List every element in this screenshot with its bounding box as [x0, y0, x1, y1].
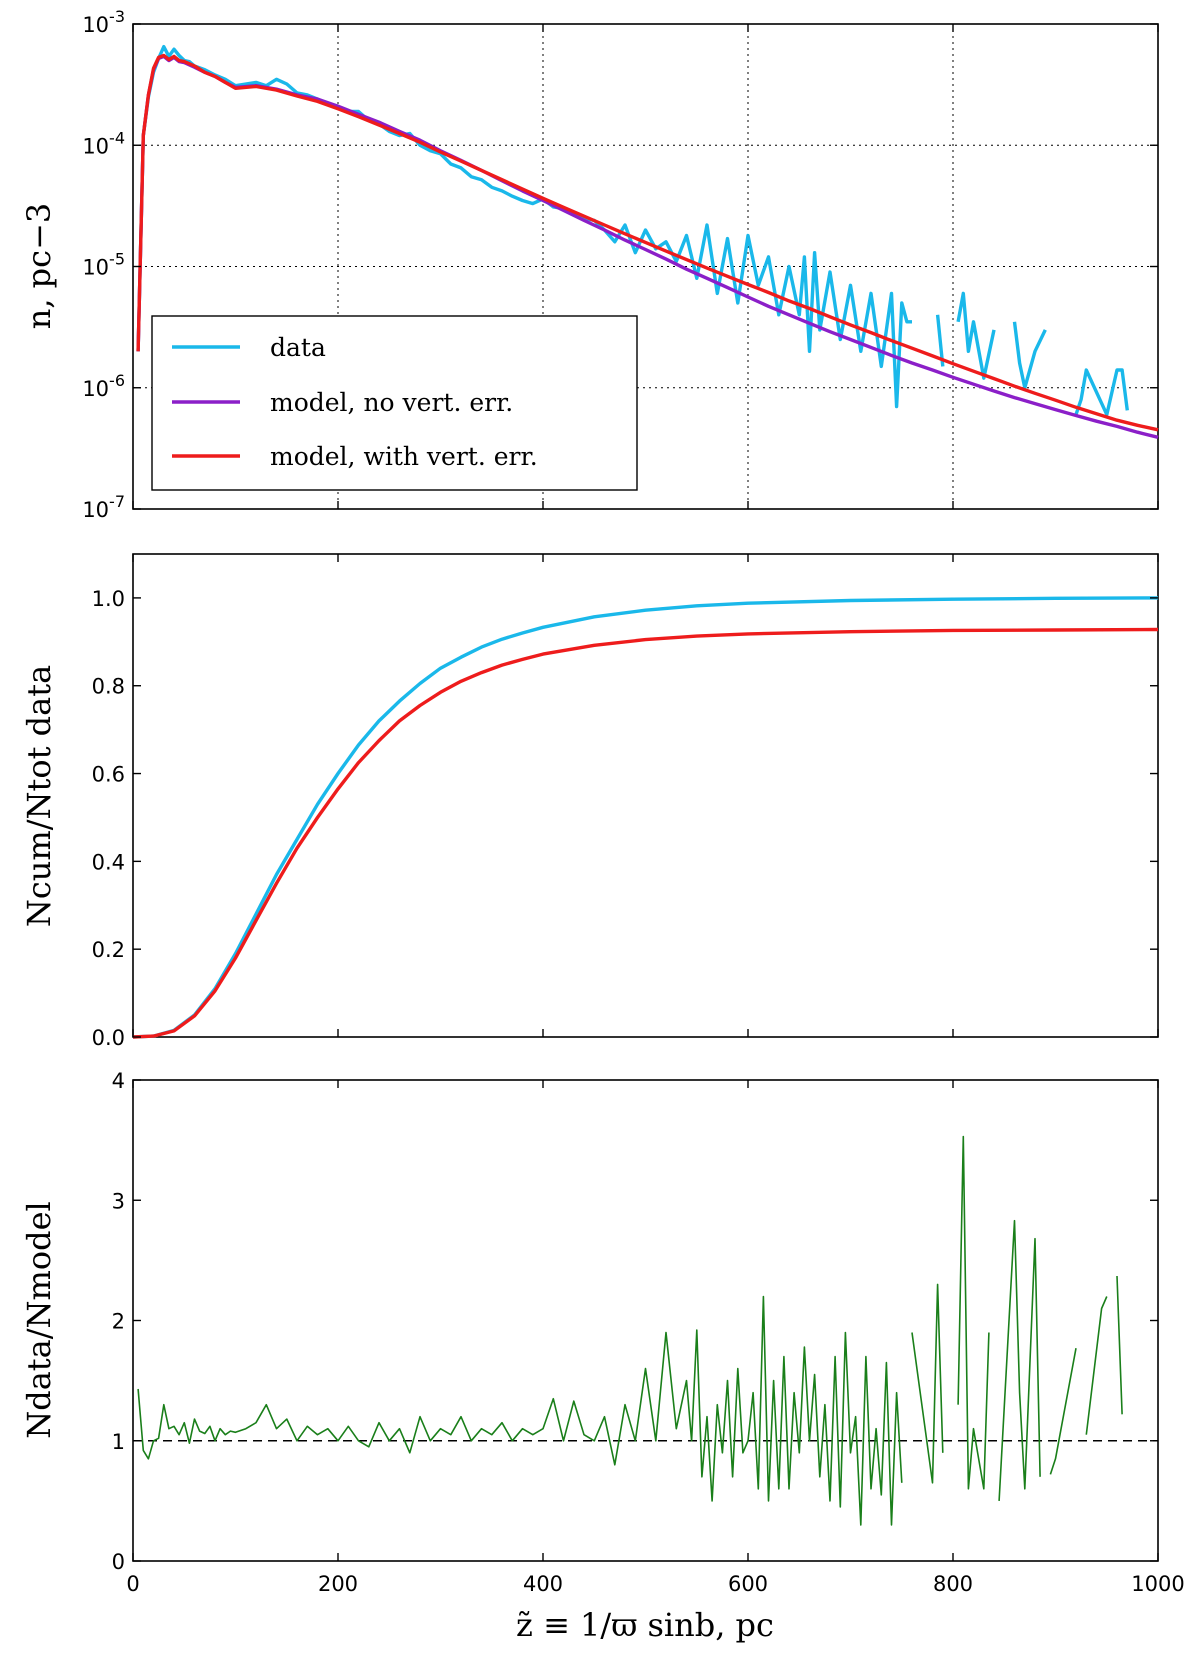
cumulative-panel: 0.0 0.2 0.4 0.6 0.8 1.0 Ncum/Ntot data — [20, 553, 1159, 1050]
x-tick-label: 1000 — [1131, 1572, 1184, 1596]
x-tick-label: 400 — [523, 1572, 563, 1596]
ratio-plot-frame — [132, 1079, 1159, 1562]
legend-label-model-no-err: model, no vert. err. — [270, 388, 513, 417]
y-tick-label: 0.8 — [92, 675, 125, 699]
cumulative-data-line — [132, 596, 1159, 1039]
density-ticks: 10-3 10-4 10-5 10-6 10-7 — [82, 7, 1159, 522]
y-tick-label: 1 — [112, 1430, 125, 1454]
density-ylabel: n, pc−3 — [20, 203, 58, 330]
legend-label-data: data — [270, 333, 326, 362]
density-panel: 10-3 10-4 10-5 10-6 10-7 data model, no vert… — [20, 7, 1159, 522]
y-tick-label: 10-3 — [82, 7, 125, 37]
ratio-line — [137, 1135, 1123, 1526]
data-line — [136, 45, 1129, 417]
y-tick-label: 3 — [112, 1189, 125, 1213]
x-tick-label: 200 — [318, 1572, 358, 1596]
cumulative-series — [132, 596, 1159, 1039]
ratio-panel: 0 200 400 600 800 1000 0 1 2 3 4 Ndata/Nmodel z̃ ≡… — [20, 1069, 1185, 1644]
ratio-series — [133, 1135, 1158, 1526]
cumulative-ticks: 0.0 0.2 0.4 0.6 0.8 1.0 — [92, 554, 1159, 1050]
y-tick-label: 1.0 — [92, 587, 125, 611]
ratio-ylabel: Ndata/Nmodel — [20, 1201, 58, 1439]
y-tick-label: 0.0 — [92, 1026, 125, 1050]
y-tick-label: 2 — [112, 1310, 125, 1334]
y-tick-label: 0.6 — [92, 763, 125, 787]
x-tick-label: 800 — [933, 1572, 973, 1596]
y-tick-label: 0 — [112, 1550, 125, 1574]
x-tick-label: 0 — [126, 1572, 139, 1596]
y-tick-label: 0.4 — [92, 850, 125, 874]
model-with-err-line — [136, 53, 1159, 432]
y-tick-label: 10-6 — [82, 371, 125, 401]
density-series — [136, 45, 1159, 439]
legend: data model, no vert. err. model, with ve… — [151, 315, 638, 491]
cumulative-plot-frame — [132, 553, 1159, 1038]
cumulative-model-line — [132, 627, 1159, 1039]
cumulative-ylabel: Ncum/Ntot data — [20, 665, 58, 927]
y-tick-label: 10-5 — [82, 250, 125, 280]
ratio-ticks: 0 200 400 600 800 1000 0 1 2 3 4 — [112, 1069, 1185, 1596]
y-tick-label: 4 — [112, 1069, 125, 1093]
x-axis-label: z̃ ≡ 1/ϖ sinb, pc — [516, 1606, 774, 1644]
legend-label-model-with-err: model, with vert. err. — [270, 442, 538, 471]
y-tick-label: 10-7 — [82, 492, 125, 522]
y-tick-label: 0.2 — [92, 938, 125, 962]
x-tick-label: 600 — [728, 1572, 768, 1596]
y-tick-label: 10-4 — [82, 128, 125, 158]
